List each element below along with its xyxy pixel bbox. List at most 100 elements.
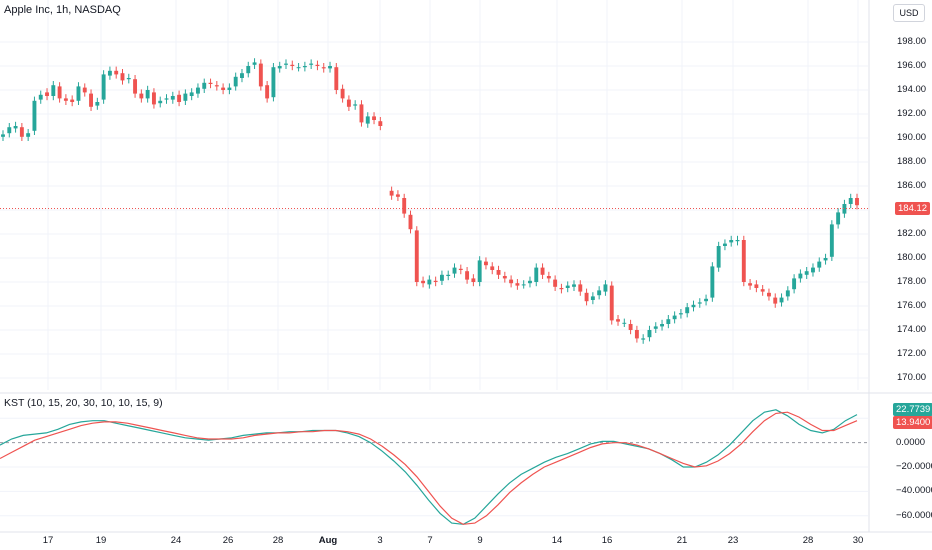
candle-body: [107, 70, 112, 76]
kst-tick-label: −60.0000: [896, 509, 932, 521]
candle-body: [792, 278, 797, 290]
candle-body: [697, 302, 702, 304]
candle-body: [328, 66, 332, 69]
candle-body: [622, 322, 627, 324]
candle-body: [672, 315, 677, 320]
candle-body: [70, 99, 75, 102]
candle-body: [126, 78, 131, 80]
price-tick-label: 178.00: [897, 276, 927, 287]
candle-body: [458, 268, 463, 270]
signal-line: [0, 411, 858, 525]
candle-body: [296, 67, 301, 69]
candle-body: [433, 280, 438, 282]
price-tick-label: 180.00: [897, 252, 927, 263]
kst-tick-label: 0.0000: [896, 436, 926, 448]
time-tick-label: 26: [222, 535, 234, 546]
candle-body: [233, 76, 238, 87]
kst-value-badge: 22.7739: [893, 403, 932, 416]
currency-button[interactable]: USD: [893, 4, 925, 22]
candle-body: [427, 279, 432, 285]
time-tick-label: 3: [377, 535, 383, 546]
candle-body: [496, 270, 501, 275]
price-tick-label: 170.00: [897, 372, 927, 383]
candle-body: [779, 297, 784, 303]
time-tick-label: 17: [42, 535, 54, 546]
candle-body: [628, 324, 633, 330]
candle-body: [372, 116, 376, 120]
candle-body: [773, 297, 778, 304]
candle-body: [246, 66, 251, 74]
candle-body: [7, 127, 12, 134]
time-tick-label: 23: [727, 535, 739, 546]
kst-tick-label: −40.0000: [896, 485, 932, 497]
candle-body: [603, 284, 608, 292]
candle-body: [848, 198, 853, 204]
candle-body: [439, 274, 444, 281]
candle-body: [32, 100, 37, 131]
candle-body: [660, 324, 664, 327]
candle-body: [334, 67, 339, 90]
time-tick-label: 14: [551, 535, 563, 546]
candle-body: [767, 292, 771, 297]
price-tick-label: 186.00: [897, 180, 927, 191]
candle-body: [546, 276, 551, 279]
candle-body: [359, 104, 364, 123]
price-tick-label: 196.00: [897, 60, 927, 71]
candle-body: [353, 104, 358, 106]
candle-body: [89, 93, 93, 107]
time-tick-label: 7: [427, 535, 433, 546]
candle-body: [685, 307, 690, 314]
signal-value-badge: 13.9400: [893, 416, 932, 429]
time-tick-label: Aug: [318, 535, 338, 546]
candle-body: [565, 285, 570, 288]
candle-body: [170, 96, 175, 100]
candle-body: [302, 66, 307, 68]
candle-body: [653, 326, 658, 329]
candle-body: [471, 278, 476, 282]
candle-body: [452, 267, 457, 274]
candle-body: [378, 121, 383, 126]
candle-body: [340, 88, 345, 99]
candle-body: [823, 258, 828, 261]
candle-body: [509, 279, 514, 284]
candle-body: [258, 63, 263, 87]
candle-body: [240, 73, 244, 78]
candle-body: [13, 126, 18, 129]
candle-body: [45, 92, 49, 96]
candle-body: [678, 313, 683, 315]
price-tick-label: 172.00: [897, 348, 927, 359]
candle-body: [196, 87, 200, 94]
price-tick-label: 194.00: [897, 84, 927, 95]
price-tick-label: 188.00: [897, 156, 927, 167]
candle-body: [164, 98, 169, 100]
candle-body: [785, 290, 790, 297]
candle-body: [265, 85, 270, 99]
candle-body: [578, 284, 583, 292]
candle-body: [704, 298, 709, 302]
price-tick-label: 182.00: [897, 228, 927, 239]
candle-body: [82, 87, 87, 93]
candle-body: [735, 240, 740, 242]
candle-body: [57, 86, 62, 99]
price-tick-label: 176.00: [897, 300, 927, 311]
candle-body: [540, 267, 545, 275]
candle-body: [446, 274, 451, 276]
candle-body: [271, 67, 276, 98]
candle-body: [208, 82, 213, 84]
candle-body: [572, 284, 576, 287]
candle-body: [158, 100, 163, 104]
candle-body: [477, 260, 482, 282]
price-tick-label: 198.00: [897, 36, 927, 47]
candle-body: [465, 271, 470, 280]
candle-body: [691, 304, 696, 308]
candle-body: [584, 292, 589, 302]
candle-body: [641, 338, 646, 340]
candle-body: [484, 261, 488, 266]
time-tick-label: 19: [95, 535, 107, 546]
candle-body: [521, 284, 526, 286]
kst-line: [0, 409, 858, 525]
candle-body: [95, 102, 100, 106]
candle-body: [221, 87, 226, 90]
